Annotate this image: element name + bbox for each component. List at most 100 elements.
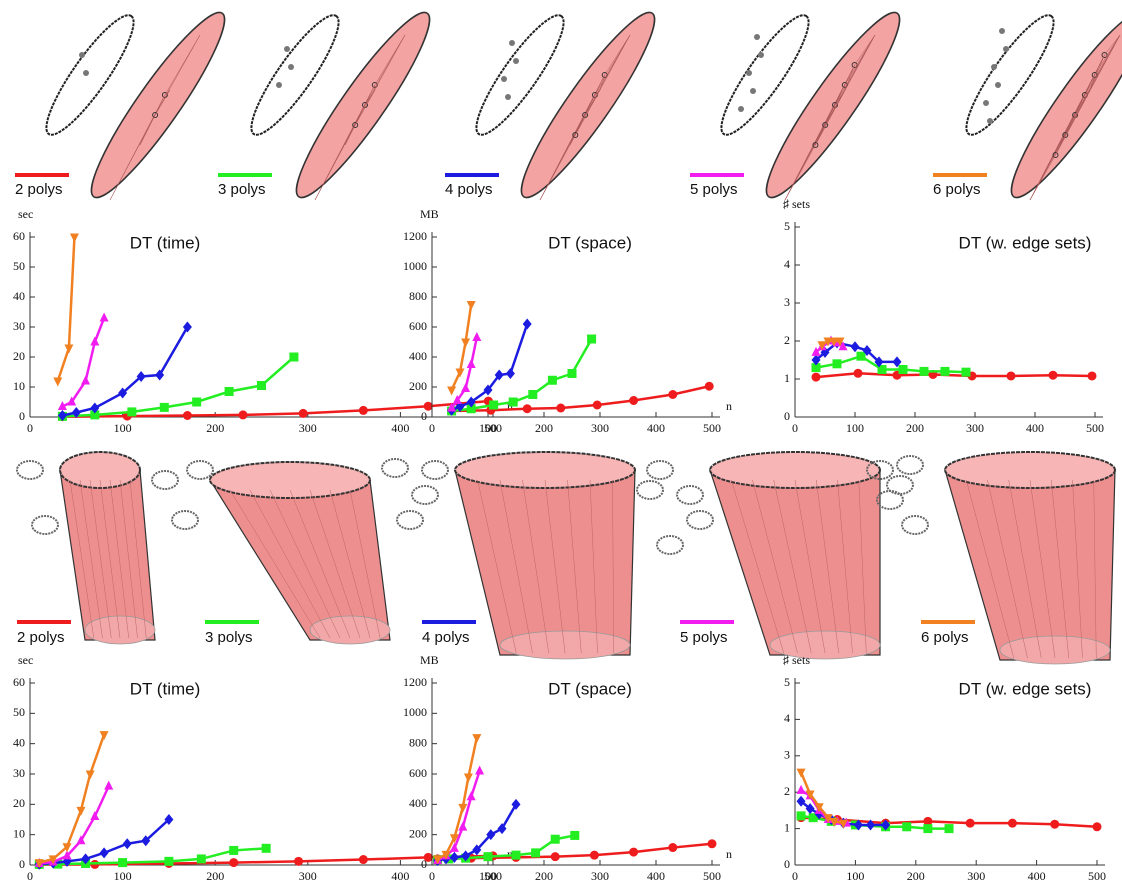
- x-tick-label: 200: [906, 421, 924, 435]
- data-point: [1088, 371, 1097, 380]
- x-tick-label: 100: [479, 869, 497, 883]
- y-tick-label: 400: [409, 349, 427, 363]
- x-tick-label: 400: [1028, 869, 1046, 883]
- data-point: [164, 857, 173, 866]
- x-tick-label: 200: [907, 869, 925, 883]
- legend-label: 2 polys: [17, 629, 65, 646]
- y-tick-label: 1200: [403, 675, 427, 689]
- chart-title: DT (w. edge sets): [959, 679, 1092, 698]
- hole: [983, 100, 989, 106]
- x-tick-label: 200: [535, 869, 553, 883]
- y-axis-label: sec: [18, 653, 33, 667]
- x-tick-label: 500: [703, 869, 721, 883]
- y-tick-label: 60: [13, 675, 25, 689]
- hole: [738, 106, 744, 112]
- data-point: [708, 839, 717, 848]
- data-point: [797, 811, 806, 820]
- x-tick-label: 0: [792, 421, 798, 435]
- data-point: [183, 411, 192, 420]
- x-tick-label: 300: [591, 421, 609, 435]
- bottom-face: [500, 631, 630, 659]
- hole: [746, 70, 752, 76]
- data-point: [548, 376, 557, 385]
- y-tick-label: 30: [13, 319, 25, 333]
- data-point: [568, 369, 577, 378]
- x-tick-label: 100: [846, 869, 864, 883]
- bottom-face: [1000, 636, 1110, 664]
- y-tick-label: 10: [13, 379, 25, 393]
- data-point: [629, 848, 638, 857]
- data-point: [551, 835, 560, 844]
- data-point: [359, 406, 368, 415]
- hole: [83, 70, 89, 76]
- data-point: [484, 852, 493, 861]
- chart-title: DT (space): [548, 679, 632, 698]
- x-tick-label: 100: [479, 421, 497, 435]
- y-tick-label: 1000: [403, 259, 427, 273]
- data-point: [489, 401, 498, 410]
- data-point: [160, 403, 169, 412]
- y-tick-label: 4: [784, 711, 790, 725]
- y-tick-label: 0: [421, 857, 427, 871]
- data-point: [923, 824, 932, 833]
- hole: [995, 82, 1001, 88]
- y-tick-label: 800: [409, 289, 427, 303]
- top-face: [710, 452, 880, 488]
- data-point: [512, 851, 521, 860]
- data-point: [902, 822, 911, 831]
- y-tick-label: 1000: [403, 705, 427, 719]
- legend-label: 6 polys: [933, 181, 981, 198]
- y-axis-label: MB: [420, 207, 439, 221]
- data-point: [257, 381, 266, 390]
- y-tick-label: 4: [784, 257, 790, 271]
- y-tick-label: 40: [13, 735, 25, 749]
- data-point: [833, 359, 842, 368]
- data-point: [593, 401, 602, 410]
- legend-label: 2 polys: [15, 181, 63, 198]
- data-point: [289, 353, 298, 362]
- top-face: [455, 452, 635, 488]
- data-point: [570, 831, 579, 840]
- data-point: [551, 852, 560, 861]
- data-point: [857, 352, 866, 361]
- x-tick-label: 400: [647, 421, 665, 435]
- legend-label: 5 polys: [680, 629, 728, 646]
- data-point: [229, 858, 238, 867]
- y-tick-label: 30: [13, 766, 25, 780]
- hole: [754, 34, 760, 40]
- data-point: [509, 398, 518, 407]
- data-point: [294, 857, 303, 866]
- data-point: [1007, 371, 1016, 380]
- y-tick-label: 200: [409, 379, 427, 393]
- y-tick-label: 1: [784, 371, 790, 385]
- legend-label: 5 polys: [690, 181, 738, 198]
- x-tick-label: 200: [206, 869, 224, 883]
- top-face: [210, 462, 370, 498]
- x-tick-label: 0: [429, 869, 435, 883]
- hole: [750, 88, 756, 94]
- chart-title: DT (time): [130, 679, 201, 698]
- data-point: [528, 390, 537, 399]
- data-point: [197, 854, 206, 863]
- hole: [991, 64, 997, 70]
- data-point: [118, 858, 127, 867]
- data-point: [299, 409, 308, 418]
- y-tick-label: 50: [13, 705, 25, 719]
- data-point: [262, 844, 271, 853]
- x-tick-label: 100: [114, 421, 132, 435]
- hole: [501, 76, 507, 82]
- data-point: [587, 335, 596, 344]
- x-tick-label: 500: [1088, 869, 1106, 883]
- data-point: [229, 846, 238, 855]
- hole: [288, 64, 294, 70]
- x-tick-label: 100: [114, 869, 132, 883]
- x-tick-label: 400: [391, 869, 409, 883]
- data-point: [668, 843, 677, 852]
- legend-label: 4 polys: [445, 181, 493, 198]
- data-point: [192, 398, 201, 407]
- data-point: [556, 404, 565, 413]
- x-tick-label: 300: [967, 869, 985, 883]
- y-tick-label: 0: [784, 857, 790, 871]
- bottom-face: [310, 616, 390, 644]
- data-point: [1049, 371, 1058, 380]
